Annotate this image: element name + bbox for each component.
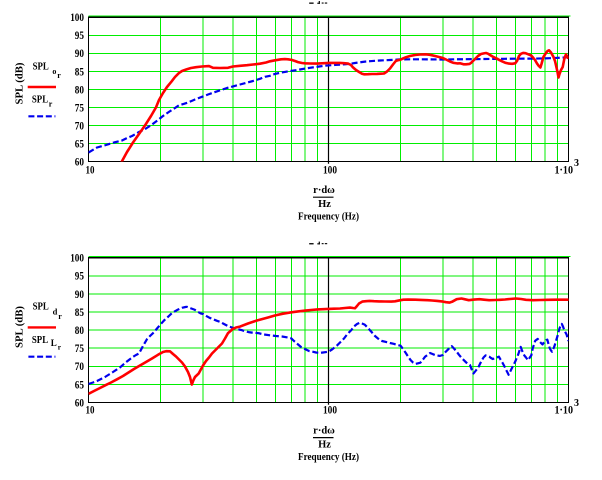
- svg-text:85: 85: [75, 64, 84, 78]
- svg-text:L: L: [51, 338, 57, 348]
- svg-text:60: 60: [75, 395, 84, 409]
- svg-text:90: 90: [75, 287, 84, 301]
- svg-text:Hz: Hz: [318, 199, 331, 210]
- svg-text:70: 70: [75, 359, 84, 373]
- svg-text:1·10: 1·10: [555, 404, 574, 416]
- svg-text:65: 65: [75, 136, 84, 150]
- svg-text:95: 95: [75, 269, 84, 283]
- svg-text:80: 80: [75, 323, 84, 337]
- svg-text:100: 100: [70, 10, 84, 24]
- svg-text:Frequency (Hz): Frequency (Hz): [298, 212, 359, 223]
- svg-text:r: r: [58, 312, 62, 321]
- svg-text:3: 3: [574, 398, 579, 409]
- svg-text:Hz: Hz: [318, 439, 331, 450]
- svg-text:90: 90: [75, 46, 84, 60]
- svg-text:85: 85: [75, 305, 84, 319]
- svg-text:100: 100: [323, 164, 337, 176]
- svg-text:75: 75: [75, 341, 84, 355]
- svg-text:75: 75: [75, 100, 84, 114]
- svg-text:100: 100: [323, 404, 337, 416]
- svg-text:60: 60: [75, 154, 84, 168]
- svg-text:r: r: [49, 100, 53, 109]
- svg-text:10: 10: [86, 404, 95, 416]
- svg-text:SPL (dB): SPL (dB): [14, 306, 25, 348]
- svg-text:SPL: SPL: [33, 61, 49, 72]
- svg-text:10: 10: [86, 164, 95, 176]
- svg-text:65: 65: [75, 377, 84, 391]
- svg-text:SPL: SPL: [32, 95, 48, 106]
- svg-text:Frequency (Hz): Frequency (Hz): [298, 452, 359, 463]
- svg-text:r·dω: r·dω: [313, 425, 335, 436]
- svg-text:r·dω: r·dω: [313, 185, 335, 196]
- svg-text:3: 3: [574, 158, 579, 169]
- svg-text:80: 80: [75, 82, 84, 96]
- svg-text:d: d: [53, 307, 58, 317]
- svg-text:70: 70: [75, 118, 84, 132]
- svg-text:SPL (dB): SPL (dB): [14, 63, 25, 105]
- svg-text:SPL: SPL: [32, 335, 48, 346]
- svg-text:o: o: [52, 67, 56, 76]
- svg-text:SPL: SPL: [33, 302, 49, 313]
- svg-text:100: 100: [70, 251, 84, 265]
- svg-text:r: r: [58, 343, 62, 352]
- svg-text:1·10: 1·10: [555, 164, 574, 176]
- svg-text:r: r: [57, 71, 61, 80]
- svg-text:95: 95: [75, 28, 84, 42]
